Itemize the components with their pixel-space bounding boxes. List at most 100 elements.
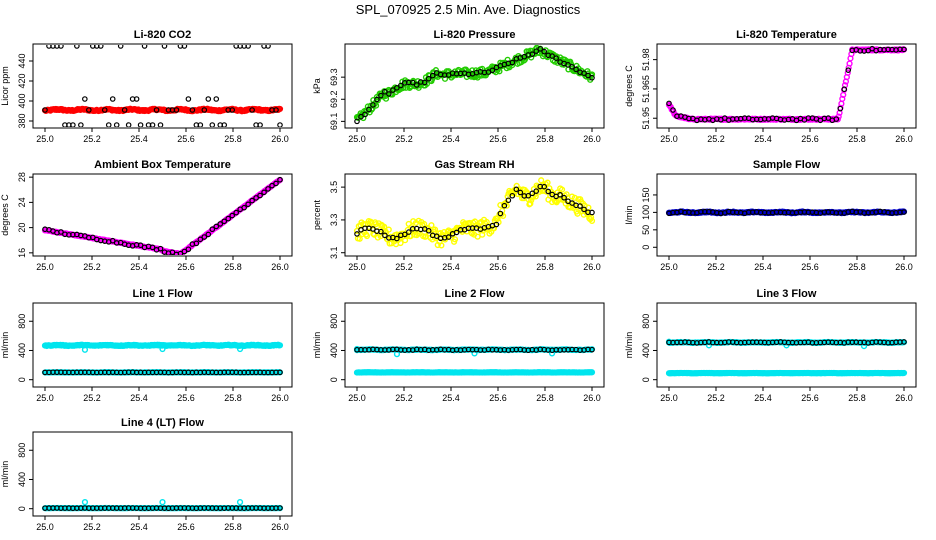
data-point bbox=[245, 45, 251, 49]
data-point bbox=[221, 122, 228, 127]
data-point bbox=[529, 190, 536, 197]
data-point bbox=[225, 215, 232, 222]
x-tick-label: 25.8 bbox=[536, 262, 554, 272]
data-point bbox=[370, 102, 376, 108]
plot-frame bbox=[32, 431, 293, 517]
data-point bbox=[581, 206, 587, 213]
data-point bbox=[229, 107, 236, 113]
y-tick-label: 400 bbox=[641, 343, 651, 358]
x-tick-label: 25.2 bbox=[707, 134, 725, 144]
x-tick-label: 25.6 bbox=[801, 262, 819, 272]
data-point bbox=[569, 64, 575, 70]
series-line3-avg bbox=[666, 339, 907, 346]
series-boxtemp-avg bbox=[42, 176, 283, 255]
y-tick-label: 69.2 bbox=[329, 90, 339, 108]
plot-frame bbox=[32, 43, 293, 129]
y-tick-label: 16 bbox=[17, 248, 27, 258]
x-tick-label: 25.0 bbox=[348, 262, 366, 272]
data-point bbox=[97, 45, 104, 49]
data-point bbox=[589, 346, 595, 353]
data-point bbox=[42, 107, 48, 113]
data-layer bbox=[665, 45, 908, 124]
data-point bbox=[213, 96, 220, 102]
y-tick-label: 800 bbox=[17, 443, 27, 458]
x-tick-label: 25.4 bbox=[130, 134, 148, 144]
data-point bbox=[525, 192, 532, 199]
data-point bbox=[241, 204, 247, 211]
data-point bbox=[257, 192, 263, 199]
data-point bbox=[261, 189, 267, 196]
data-point bbox=[159, 345, 166, 353]
data-point bbox=[413, 82, 420, 88]
panel-2: Li-820 Pressure kPa 25.0 25.2 25.4 25.6 25.8 26… bbox=[312, 29, 605, 144]
panel-1: Li-820 CO2 Licor ppm 25.0 25.2 25.4 25.6 25.8 2… bbox=[0, 29, 293, 144]
y-tick-label: 24 bbox=[17, 197, 27, 207]
data-point bbox=[405, 229, 412, 235]
data-point bbox=[137, 242, 144, 249]
data-point bbox=[374, 96, 380, 103]
data-point bbox=[509, 192, 516, 199]
panel-8: Line 2 Flow ml/min 25.0 25.2 25.4 25.6 25.8 26.… bbox=[312, 288, 605, 403]
x-tick-label: 25.2 bbox=[707, 262, 725, 272]
data-point bbox=[533, 48, 540, 54]
x-tick-label: 25.8 bbox=[224, 134, 242, 144]
x-tick-label: 25.8 bbox=[536, 134, 554, 144]
data-point bbox=[161, 45, 168, 49]
y-tick-label: 0 bbox=[329, 377, 339, 382]
x-tick-label: 26.0 bbox=[271, 522, 289, 532]
data-point bbox=[257, 122, 263, 127]
y-axis-label: percent bbox=[312, 199, 322, 230]
y-tick-label: 440 bbox=[17, 53, 27, 68]
x-tick-label: 25.6 bbox=[801, 134, 819, 144]
panel-title: Line 3 Flow bbox=[757, 288, 817, 300]
data-point bbox=[839, 95, 846, 102]
data-point bbox=[845, 67, 852, 73]
plot-frame bbox=[656, 302, 917, 388]
panel-6: Sample Flow l/min 25.0 25.2 25.4 25.6 25.8 26.0… bbox=[624, 159, 917, 272]
y-tick-label: 20 bbox=[17, 223, 27, 233]
series-line2-avg bbox=[354, 346, 595, 354]
y-axis-label: degrees C bbox=[0, 194, 10, 236]
data-point bbox=[532, 193, 539, 200]
x-tick-label: 25.8 bbox=[848, 134, 866, 144]
x-tick-label: 26.0 bbox=[271, 262, 289, 272]
y-tick-label: 400 bbox=[17, 472, 27, 487]
x-tick-label: 25.4 bbox=[130, 522, 148, 532]
data-point bbox=[149, 122, 156, 127]
panel-10: Line 4 (LT) Flow ml/min 25.0 25.2 25.4 25.6 25… bbox=[0, 417, 293, 532]
series-co2 bbox=[41, 105, 284, 115]
x-tick-label: 25.6 bbox=[177, 262, 195, 272]
data-point bbox=[181, 248, 188, 255]
data-point bbox=[569, 200, 575, 206]
x-tick-label: 25.4 bbox=[442, 134, 460, 144]
x-tick-label: 25.4 bbox=[754, 262, 772, 272]
data-point bbox=[425, 75, 432, 82]
x-tick-label: 25.6 bbox=[489, 393, 507, 403]
y-tick-label: 28 bbox=[17, 172, 27, 182]
data-point bbox=[70, 122, 76, 127]
y-tick-label: 51.95 bbox=[641, 107, 651, 130]
data-point bbox=[466, 219, 473, 227]
panel-title: Li-820 Pressure bbox=[434, 29, 516, 41]
data-point bbox=[489, 67, 496, 74]
data-point bbox=[253, 195, 259, 201]
data-point bbox=[105, 122, 112, 127]
data-point bbox=[378, 92, 384, 99]
data-point bbox=[141, 45, 148, 49]
data-point bbox=[371, 231, 378, 238]
x-tick-label: 26.0 bbox=[271, 393, 289, 403]
x-tick-label: 25.0 bbox=[36, 134, 54, 144]
data-point bbox=[538, 177, 545, 184]
data-point bbox=[588, 217, 596, 225]
data-point bbox=[533, 188, 540, 194]
series-flow-avg bbox=[666, 208, 907, 217]
data-point bbox=[81, 346, 89, 353]
data-point bbox=[153, 107, 160, 113]
data-point bbox=[173, 107, 180, 113]
data-point bbox=[544, 179, 551, 186]
y-tick-label: 0 bbox=[17, 377, 27, 382]
y-tick-label: 51.98 bbox=[641, 48, 651, 71]
data-point bbox=[181, 45, 188, 49]
data-point bbox=[213, 223, 220, 230]
data-point bbox=[81, 499, 89, 506]
